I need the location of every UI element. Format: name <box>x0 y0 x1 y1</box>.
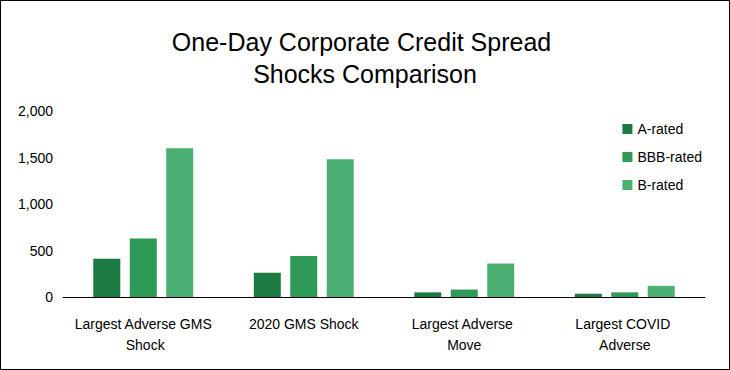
svg-text:Largest Adverse GMS: Largest Adverse GMS <box>75 316 212 332</box>
svg-text:2020 GMS Shock: 2020 GMS Shock <box>249 316 360 332</box>
svg-text:A-rated: A-rated <box>637 121 683 137</box>
svg-text:1,500: 1,500 <box>18 150 53 166</box>
svg-text:1,000: 1,000 <box>18 196 53 212</box>
svg-text:0: 0 <box>45 289 53 305</box>
svg-text:Largest COVID: Largest COVID <box>575 316 674 332</box>
svg-text:2,000: 2,000 <box>18 103 53 119</box>
svg-text:Shocks Comparison: Shocks Comparison <box>253 60 477 88</box>
svg-text:Adverse: Adverse <box>599 337 651 353</box>
svg-text:One-Day Corporate Credit Sprea: One-Day Corporate Credit Spread <box>172 28 558 56</box>
svg-text:Largest Adverse: Largest Adverse <box>412 316 517 332</box>
svg-text:Shock: Shock <box>122 337 166 353</box>
svg-text:Move: Move <box>447 337 481 353</box>
svg-text:BBB-rated: BBB-rated <box>637 149 702 165</box>
svg-text:B-rated: B-rated <box>637 177 683 193</box>
svg-text:500: 500 <box>30 243 54 259</box>
